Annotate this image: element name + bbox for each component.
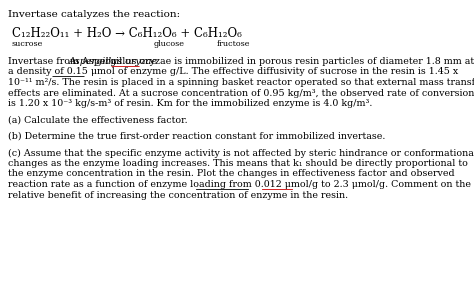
Text: sucrose: sucrose (12, 40, 44, 48)
Text: a density of 0.15 μmol of enzyme g/L. The effective diffusivity of sucrose in th: a density of 0.15 μmol of enzyme g/L. Th… (8, 68, 458, 76)
Text: fructose: fructose (217, 40, 250, 48)
Text: C₁₂H₂₂O₁₁ + H₂O → C₆H₁₂O₆ + C₆H₁₂O₆: C₁₂H₂₂O₁₁ + H₂O → C₆H₁₂O₆ + C₆H₁₂O₆ (12, 27, 242, 40)
Text: the enzyme concentration in the resin. Plot the changes in effectiveness factor : the enzyme concentration in the resin. P… (8, 170, 455, 178)
Text: 10⁻¹¹ m²/s. The resin is placed in a spinning basket reactor operated so that ex: 10⁻¹¹ m²/s. The resin is placed in a spi… (8, 78, 474, 87)
Text: glucose: glucose (154, 40, 185, 48)
Text: Invertase from Aspergillus oryzae is immobilized in porous resin particles of di: Invertase from Aspergillus oryzae is imm… (8, 57, 474, 66)
Text: Invertase catalyzes the reaction:: Invertase catalyzes the reaction: (8, 10, 180, 19)
Text: is 1.20 x 10⁻³ kg/s-m³ of resin. Km for the immobilized enzyme is 4.0 kg/m³.: is 1.20 x 10⁻³ kg/s-m³ of resin. Km for … (8, 99, 373, 108)
Text: changes as the enzyme loading increases. This means that k₁ should be directly p: changes as the enzyme loading increases.… (8, 159, 468, 168)
Text: (c) Assume that the specific enzyme activity is not affected by steric hindrance: (c) Assume that the specific enzyme acti… (8, 148, 474, 158)
Text: effects are eliminated. At a sucrose concentration of 0.95 kg/m³, the observed r: effects are eliminated. At a sucrose con… (8, 89, 474, 97)
Text: Aspergillus oryzae: Aspergillus oryzae (69, 57, 158, 66)
Text: relative benefit of increasing the concentration of enzyme in the resin.: relative benefit of increasing the conce… (8, 190, 348, 200)
Text: (b) Determine the true first-order reaction constant for immobilized invertase.: (b) Determine the true first-order react… (8, 132, 385, 141)
Text: (a) Calculate the effectiveness factor.: (a) Calculate the effectiveness factor. (8, 115, 188, 125)
Text: reaction rate as a function of enzyme loading from 0.012 μmol/g to 2.3 μmol/g. C: reaction rate as a function of enzyme lo… (8, 180, 471, 189)
